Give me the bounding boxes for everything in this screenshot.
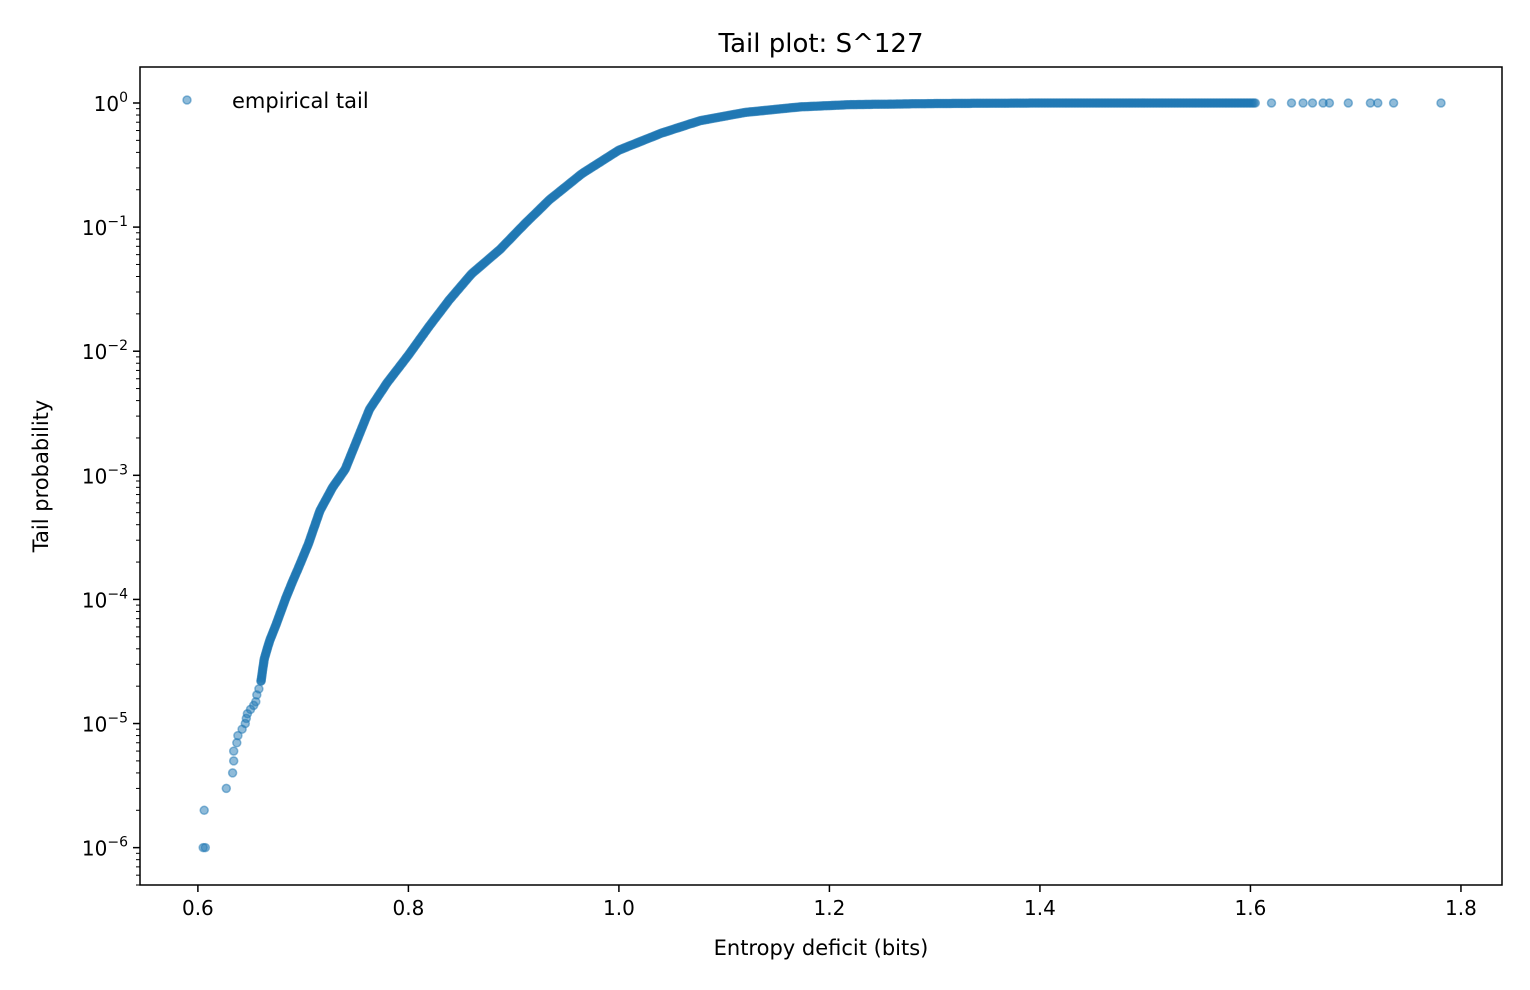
data-point	[1298, 98, 1308, 108]
legend-label: empirical tail	[232, 89, 369, 113]
x-tick-label: 1.0	[603, 896, 635, 920]
plot-frame	[139, 66, 1503, 886]
data-point	[254, 684, 264, 694]
data-point	[1250, 98, 1261, 108]
x-tick-label: 1.8	[1445, 896, 1477, 920]
data-point	[228, 746, 239, 756]
data-point	[1307, 98, 1318, 108]
data-point	[1373, 98, 1383, 108]
data-point	[1388, 98, 1399, 108]
y-tick-label: 10−4	[82, 586, 128, 612]
data-point	[199, 805, 209, 816]
legend-marker	[182, 95, 192, 105]
y-tick-label: 10−5	[82, 711, 128, 737]
y-tick-label: 10−1	[82, 214, 128, 240]
legend: empirical tail	[182, 89, 369, 113]
y-tick-label: 100	[94, 90, 128, 116]
data-point	[1436, 98, 1446, 108]
data-point	[228, 756, 239, 766]
data-point	[1266, 98, 1277, 108]
x-axis-label: Entropy deficit (bits)	[714, 936, 929, 960]
x-tick-label: 1.6	[1235, 896, 1267, 920]
axis-ticks: 0.6 0.8 1.0 1.2 1.4 1.6 1.8 10−6 10−5 10−4 10−3 10−…	[82, 90, 1477, 920]
x-tick-label: 1.2	[814, 896, 846, 920]
data-point	[1343, 98, 1354, 108]
chart-title: Tail plot: S^127	[718, 29, 924, 59]
y-tick-label: 10−2	[82, 338, 128, 364]
x-tick-label: 1.4	[1024, 896, 1056, 920]
data-point	[1324, 98, 1335, 108]
data-point	[200, 842, 211, 853]
x-tick-label: 0.6	[182, 896, 214, 920]
y-tick-label: 10−6	[82, 835, 128, 861]
data-point	[1286, 98, 1297, 108]
y-tick-label: 10−3	[82, 462, 128, 488]
x-tick-label: 0.8	[392, 896, 424, 920]
data-point	[233, 730, 243, 741]
data-points	[198, 98, 1446, 853]
data-point	[227, 768, 238, 778]
data-point	[221, 783, 232, 794]
y-axis-label: Tail probability	[29, 400, 53, 554]
